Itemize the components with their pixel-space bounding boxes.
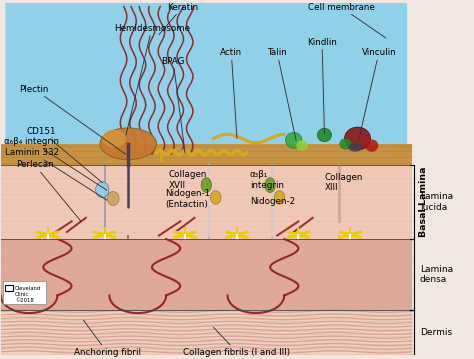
Bar — [0, 165, 412, 239]
Text: α₆β₄ integrin: α₆β₄ integrin — [4, 137, 107, 190]
Text: Nidogen-1
(Entactin): Nidogen-1 (Entactin) — [165, 190, 210, 209]
Ellipse shape — [296, 140, 308, 151]
Text: Basal Lamina: Basal Lamina — [419, 167, 428, 237]
Text: Vinculin: Vinculin — [359, 48, 396, 139]
Text: Kindlin: Kindlin — [307, 38, 337, 134]
Text: Dermis: Dermis — [420, 328, 452, 337]
Ellipse shape — [265, 178, 275, 192]
Text: Collagen
XIII: Collagen XIII — [324, 173, 363, 192]
Ellipse shape — [274, 191, 285, 204]
Ellipse shape — [318, 128, 331, 142]
Bar — [0, 144, 19, 158]
Text: Lamina
densa: Lamina densa — [420, 265, 453, 284]
Text: Anchoring fibril: Anchoring fibril — [73, 320, 140, 356]
Text: Cleveland
Clinic
©2018: Cleveland Clinic ©2018 — [15, 286, 41, 303]
Bar — [0, 309, 412, 355]
FancyBboxPatch shape — [5, 0, 407, 162]
Text: Cell membrane: Cell membrane — [308, 3, 386, 38]
Ellipse shape — [107, 191, 119, 206]
Ellipse shape — [210, 191, 221, 204]
Text: Collagen
XVII: Collagen XVII — [168, 171, 207, 190]
Text: Hemidesmosome: Hemidesmosome — [114, 24, 190, 135]
Bar — [5, 285, 13, 291]
Ellipse shape — [348, 143, 362, 152]
Text: Lamina
lucida: Lamina lucida — [420, 192, 453, 212]
Text: Perlecan: Perlecan — [16, 160, 81, 222]
Ellipse shape — [100, 128, 156, 160]
Ellipse shape — [96, 182, 109, 197]
Ellipse shape — [340, 139, 352, 149]
Ellipse shape — [285, 132, 302, 148]
Text: Laminin 332: Laminin 332 — [5, 148, 107, 200]
Text: Talin: Talin — [267, 48, 296, 140]
Bar — [0, 144, 412, 165]
Text: Plectin: Plectin — [19, 85, 126, 154]
Text: Keratin: Keratin — [159, 3, 198, 34]
Ellipse shape — [201, 178, 211, 192]
Bar — [393, 144, 412, 158]
Ellipse shape — [345, 127, 371, 150]
Text: α₃β₁
integrin: α₃β₁ integrin — [250, 171, 284, 190]
Ellipse shape — [365, 139, 378, 152]
Text: Actin: Actin — [220, 48, 242, 139]
Text: BPAG: BPAG — [162, 57, 185, 153]
Bar — [0, 239, 412, 309]
Text: Collagen fibrils (I and III): Collagen fibrils (I and III) — [183, 327, 291, 356]
Text: CD151: CD151 — [27, 127, 102, 183]
Text: Nidogen-2: Nidogen-2 — [250, 197, 295, 206]
Ellipse shape — [102, 130, 126, 147]
Bar — [3, 281, 46, 304]
